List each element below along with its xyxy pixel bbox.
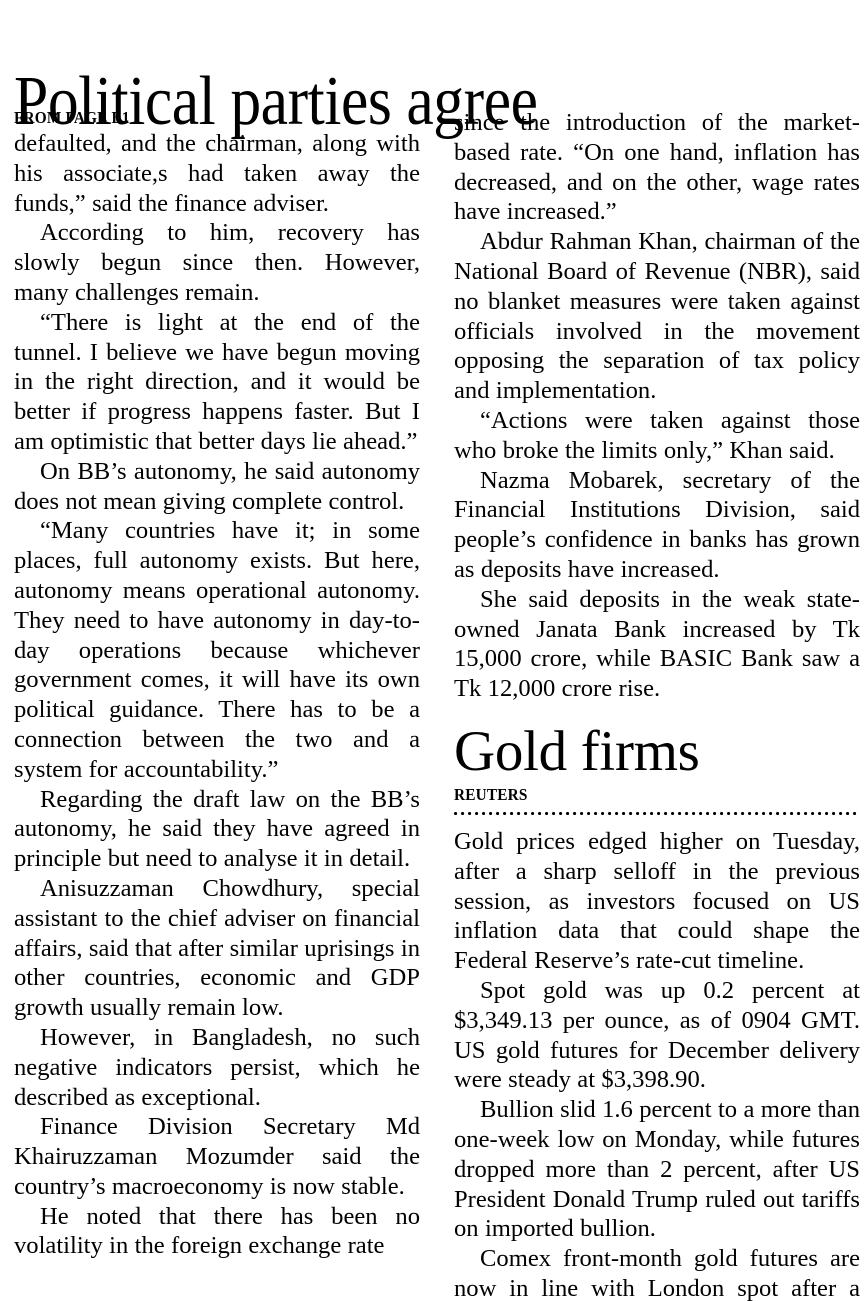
- paragraph: She said deposits in the weak state-owne…: [454, 585, 860, 703]
- paragraph: Bullion slid 1.6 percent to a more than …: [454, 1096, 860, 1243]
- gold-article-title: Gold firms: [454, 719, 700, 783]
- paragraph: Nazma Mobarek, secretary of the Financia…: [454, 466, 860, 583]
- article-columns: FROM PAGE B1 defaulted, and the chairman…: [14, 108, 860, 1301]
- paragraph: “There is light at the end of the tunnel…: [14, 308, 420, 455]
- paragraph: According to him, recovery has slowly be…: [14, 219, 420, 306]
- byline-reuters: REUTERS: [454, 784, 528, 804]
- paragraph: Comex front-month gold futures are now i…: [454, 1245, 860, 1301]
- paragraph: Anisuzzaman Chowdhury, special assistant…: [14, 874, 420, 1022]
- paragraph: “Actions were taken against those who br…: [454, 406, 860, 464]
- paragraph: On BB’s autonomy, he said autonomy does …: [14, 457, 420, 515]
- paragraph: Regarding the draft law on the BB’s auto…: [14, 785, 420, 873]
- right-column: since the introduction of the market-bas…: [454, 108, 860, 1301]
- paragraph: Gold prices edged higher on Tuesday, aft…: [454, 827, 860, 975]
- left-column: FROM PAGE B1 defaulted, and the chairman…: [14, 108, 420, 1298]
- kicker-from-page: FROM PAGE B1: [14, 108, 130, 127]
- dotted-divider: [454, 808, 860, 818]
- paragraph: Finance Division Secretary Md Khairuzzam…: [14, 1113, 420, 1200]
- paragraph: Abdur Rahman Khan, chairman of the Natio…: [454, 228, 860, 405]
- paragraph: He noted that there has been no volatili…: [14, 1202, 420, 1260]
- paragraph: defaulted, and the chairman, along with …: [14, 130, 420, 217]
- paragraph: “Many countries have it; in some places,…: [14, 517, 420, 783]
- paragraph: However, in Bangladesh, no such negative…: [14, 1023, 420, 1111]
- paragraph: Spot gold was up 0.2 percent at $3,349.1…: [454, 976, 860, 1094]
- paragraph: since the introduction of the market-bas…: [454, 109, 860, 226]
- page-title: Political parties agree: [14, 62, 538, 140]
